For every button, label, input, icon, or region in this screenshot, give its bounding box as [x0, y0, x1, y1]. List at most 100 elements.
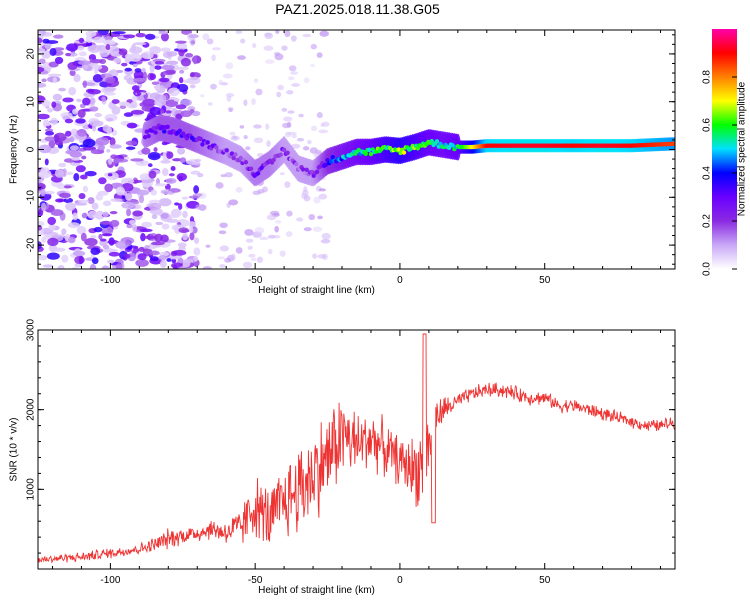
ridge-core: [243, 160, 249, 165]
spectral-speckle: [225, 92, 235, 98]
spectral-speckle: [116, 69, 124, 73]
spectral-speckle: [82, 80, 88, 88]
spectral-speckle: [109, 137, 116, 147]
spectral-speckle: [147, 163, 153, 168]
spectral-speckle: [105, 76, 116, 84]
spectral-speckle: [91, 202, 99, 210]
spectral-speckle: [75, 118, 86, 124]
spectral-speckle: [45, 131, 55, 136]
spectral-speckle: [93, 64, 103, 70]
spectral-speckle: [149, 256, 159, 262]
spectral-speckle: [291, 82, 301, 87]
spectral-speckle: [138, 246, 145, 252]
spectral-speckle: [41, 99, 51, 107]
x-tick-label: 50: [539, 575, 551, 586]
ridge-core: [151, 125, 157, 131]
spectral-speckle: [131, 223, 138, 232]
spectral-speckle: [115, 186, 126, 196]
spectral-speckle: [159, 259, 167, 268]
spectral-speckle: [134, 68, 142, 73]
spectral-speckle: [63, 185, 72, 189]
spectral-speckle: [50, 117, 58, 126]
spectral-speckle: [176, 66, 189, 71]
ridge-core: [309, 169, 315, 175]
figure-title: PAZ1.2025.018.11.38.G05: [275, 1, 440, 17]
y-tick-label: 2000: [26, 398, 37, 421]
spectral-speckle: [165, 99, 179, 108]
ridge-core: [363, 151, 368, 157]
spectral-speckle: [171, 258, 177, 264]
spectral-speckle: [67, 222, 80, 229]
spectral-speckle: [64, 118, 74, 124]
spectral-speckle: [90, 247, 101, 256]
spectral-speckle: [150, 241, 165, 246]
spectral-speckle: [44, 128, 54, 133]
spectral-speckle: [90, 234, 97, 239]
spectral-speckle: [303, 227, 312, 232]
spectral-speckle: [38, 82, 47, 88]
spectral-speckle: [290, 71, 299, 75]
spectral-speckle: [67, 236, 76, 244]
spectral-speckle: [85, 34, 93, 43]
spectral-speckle: [287, 110, 295, 114]
ridge-core: [367, 147, 372, 153]
spectral-speckle: [103, 92, 116, 96]
spectral-speckle: [296, 217, 304, 222]
spectral-speckle: [69, 145, 79, 151]
spectral-speckle: [193, 237, 200, 245]
ridge-core: [294, 161, 299, 167]
ridge-core: [328, 159, 334, 164]
ridge-core: [429, 138, 434, 144]
ridge-core: [177, 128, 183, 133]
spectral-speckle: [78, 255, 84, 265]
spectral-speckle: [132, 210, 144, 217]
spectral-speckle: [115, 263, 123, 269]
spectral-speckle: [89, 58, 103, 64]
ridge-core: [285, 150, 290, 156]
spectral-speckle: [133, 70, 144, 80]
spectral-speckle: [316, 112, 323, 119]
spectral-speckle: [276, 91, 282, 98]
ridge-core: [142, 135, 148, 140]
spectral-speckle: [98, 144, 106, 151]
spectral-speckle: [224, 257, 232, 263]
ridge-core: [231, 155, 236, 161]
spectral-speckle: [148, 202, 162, 211]
spectral-speckle: [119, 105, 127, 110]
spectral-speckle: [133, 42, 147, 46]
spectral-speckle: [113, 57, 121, 64]
spectral-speckle: [298, 113, 304, 118]
spectral-speckle: [288, 76, 295, 81]
spectral-speckle: [192, 193, 203, 197]
spectral-speckle: [243, 135, 248, 140]
spectral-speckle: [136, 91, 142, 96]
spectral-speckle: [252, 43, 257, 48]
spectral-speckle: [182, 210, 188, 219]
spectral-speckle: [38, 144, 52, 154]
spectral-speckle: [303, 195, 311, 202]
spectral-speckle: [275, 30, 280, 34]
x-tick-label: 0: [397, 575, 403, 586]
spectral-speckle: [92, 74, 103, 83]
spectral-speckle: [104, 183, 113, 193]
spectral-speckle: [102, 244, 110, 250]
spectral-speckle: [245, 238, 254, 243]
spectral-speckle: [274, 53, 284, 61]
spectral-speckle: [135, 189, 150, 196]
spectral-speckle: [307, 139, 312, 145]
ridge-core: [396, 147, 401, 152]
spectral-speckle: [172, 249, 187, 256]
spectral-speckle: [72, 212, 78, 221]
spectral-speckle: [190, 71, 195, 78]
spectral-speckle: [131, 95, 138, 102]
spectral-speckle: [65, 202, 76, 211]
spectral-speckle: [107, 173, 113, 177]
spectral-speckle: [129, 46, 143, 55]
ridge-core: [434, 139, 440, 144]
colorbar-tick-label: 0.0: [702, 262, 713, 276]
spectral-speckle: [110, 154, 118, 160]
spectral-speckle: [101, 96, 106, 102]
spectral-speckle: [135, 32, 146, 38]
spectral-speckle: [175, 40, 187, 44]
plot-area: [38, 333, 675, 564]
